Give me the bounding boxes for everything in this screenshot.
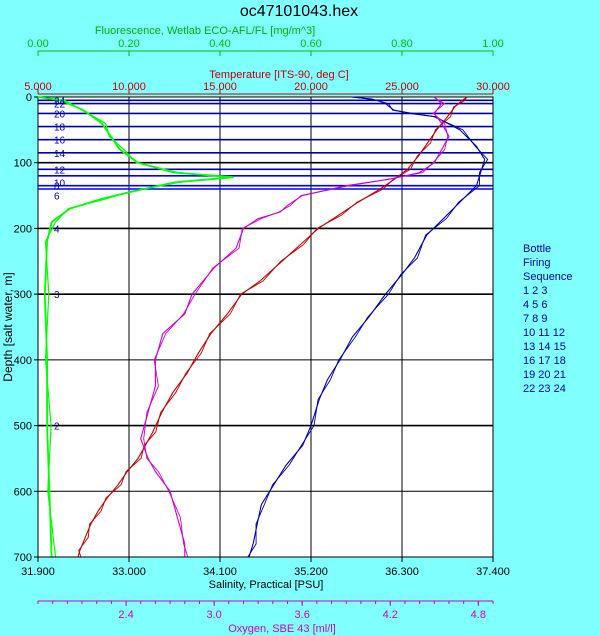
legend-title-line: Bottle [523,243,551,255]
bottle-label: 8 [54,182,60,193]
oxygen-tick-label: 3.0 [206,609,221,621]
salinity-tick-label: 34.100 [203,566,237,578]
depth-axis-label: Depth [salt water, m] [1,272,15,381]
fluorescence-tick-label: 0.80 [391,38,412,50]
depth-tick-label: 400 [14,355,32,367]
legend-row: 1 2 3 [523,285,547,297]
fluorescence-tick-label: 0.00 [27,38,48,50]
bottle-firing-lines [38,99,493,427]
data-series [36,96,489,558]
bottle-label: 22 [54,100,66,111]
depth-tick-label: 300 [14,289,32,301]
oxygen-axis: 2.4 3.0 3.6 4.2 4.8 [37,600,494,621]
fluorescence-tick-label: 0.40 [209,38,230,50]
legend-row: 19 20 21 [523,369,566,381]
temperature-tick-label: 20.000 [294,81,328,93]
legend-row: 4 5 6 [523,299,547,311]
depth-tick-label: 500 [14,421,32,433]
legend-row: 7 8 9 [523,313,547,325]
fluorescence-tick-label: 0.20 [118,38,139,50]
temperature-tick-label: 5.000 [24,81,52,93]
plot-background [37,96,494,558]
legend-row: 13 14 15 [523,341,566,353]
salinity-downcast-line [248,96,486,558]
legend-title-line: Firing [523,257,551,269]
temperature-axis: 5.000 10.000 15.000 20.000 25.000 30.000 [24,81,510,95]
bottle-label: 16 [54,136,66,147]
depth-tick-label: 100 [14,158,32,170]
oxygen-tick-label: 4.2 [383,609,398,621]
temperature-upcast-line [78,96,467,558]
temperature-axis-label: Temperature [ITS-90, deg C] [209,69,348,81]
depth-tick-label: 0 [26,92,32,104]
depth-tick-label: 200 [14,223,32,235]
bottle-label: 14 [54,149,66,160]
bottle-label: 3 [54,290,60,301]
bottle-sequence-legend: Bottle Firing Sequence 1 2 3 4 5 6 7 8 9 10… [523,243,573,395]
oxygen-axis-label: Oxygen, SBE 43 [ml/l] [228,623,336,635]
oxygen-tick-label: 3.6 [295,609,310,621]
legend-row: 16 17 18 [523,355,566,367]
oxygen-tick-label: 4.8 [471,609,486,621]
bottle-label: 12 [54,165,66,176]
legend-title-line: Sequence [523,271,573,283]
legend-row: 10 11 12 [523,327,565,339]
bottle-label: 24 [54,96,66,107]
depth-axis: 0 100 200 300 400 500 600 700 [14,92,38,564]
temperature-tick-label: 15.000 [203,81,237,93]
salinity-axis-label: Salinity, Practical [PSU] [209,579,324,591]
salinity-tick-label: 36.300 [385,566,419,578]
bottle-label: 18 [54,123,66,134]
fluorescence-axis-label: Fluorescence, Wetlab ECO-AFL/FL [mg/m^3] [95,25,315,37]
depth-tick-label: 700 [14,552,32,564]
temperature-tick-label: 25.000 [385,81,419,93]
fluorescence-tick-label: 0.60 [300,38,321,50]
temperature-downcast-line [77,96,468,558]
bottle-label: 20 [54,109,66,120]
oxygen-upcast-line [143,96,449,558]
salinity-tick-label: 35.200 [294,566,328,578]
chart-title: oc47101043.hex [240,3,358,20]
salinity-tick-label: 37.400 [476,566,510,578]
salinity-tick-label: 33.000 [112,566,146,578]
bottle-label: 10 [54,178,66,189]
bottle-label: 6 [54,192,60,203]
legend-row: 22 23 24 [523,383,566,395]
fluorescence-upcast-line [36,96,233,558]
salinity-tick-label: 31.900 [21,566,55,578]
salinity-upcast-line [247,96,489,558]
oxygen-tick-label: 2.4 [118,609,133,621]
bottle-label: 4 [54,224,60,235]
fluorescence-tick-label: 1.00 [482,38,503,50]
temperature-tick-label: 30.000 [476,81,510,93]
salinity-axis: 31.900 33.000 34.100 35.200 36.300 37.400 [21,556,510,578]
depth-tick-label: 600 [14,486,32,498]
temperature-tick-label: 10.000 [112,81,146,93]
fluorescence-axis: 0.00 0.20 0.40 0.60 0.80 1.00 [27,38,504,56]
bottle-label: 2 [54,422,60,433]
